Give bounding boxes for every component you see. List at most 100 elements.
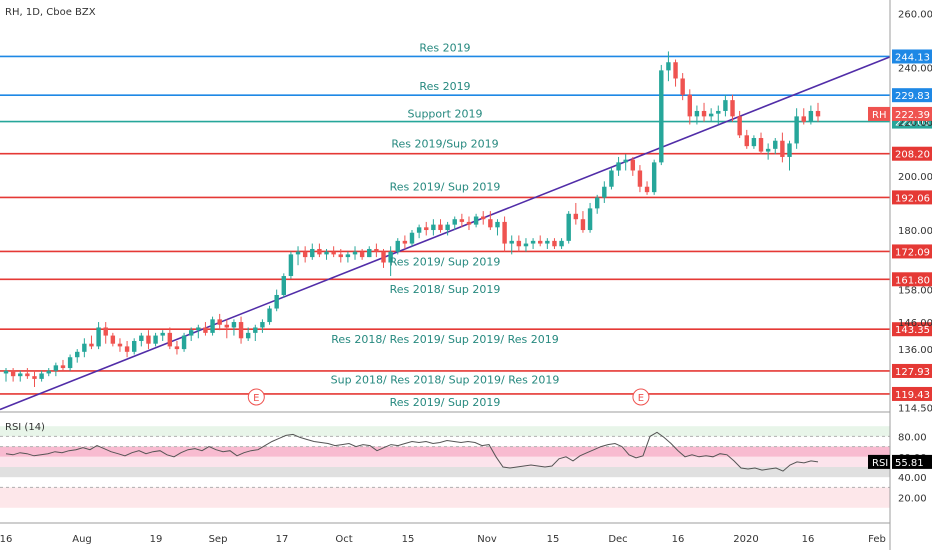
candle-body: [566, 213, 571, 241]
candle-body: [416, 227, 422, 233]
trendline[interactable]: [0, 56, 891, 411]
level-price-badge: [892, 386, 932, 401]
rsi-indicator-label: RSI (14): [5, 422, 45, 433]
candle-body: [124, 346, 130, 352]
candle-body: [594, 197, 600, 209]
candle-body: [694, 110, 700, 117]
candle-body: [160, 332, 165, 336]
rsi-mid-band: [0, 456, 890, 467]
level-price-label: 172.09: [895, 247, 930, 258]
time-tick-label: 15: [402, 534, 415, 545]
candle-body: [295, 251, 301, 255]
time-tick-label: Nov: [477, 534, 497, 545]
candle-body: [210, 319, 215, 333]
time-tick-label: Oct: [335, 534, 352, 545]
candle-body: [701, 110, 707, 117]
candle-body: [25, 373, 30, 377]
candle-body: [267, 308, 272, 323]
candle-body: [481, 216, 486, 220]
candle-body: [659, 70, 664, 163]
candle-body: [687, 94, 692, 117]
candle-body: [530, 240, 536, 244]
candle-body: [96, 327, 101, 347]
price-tick-label: 136.00: [898, 345, 932, 356]
time-tick-label: 19: [150, 534, 163, 545]
rsi-tag-badge: [868, 454, 890, 469]
candle-body: [39, 373, 44, 379]
price-tick-label: 220.00: [898, 118, 932, 129]
candle-body: [673, 62, 678, 79]
candle-body: [644, 186, 650, 193]
candle-body: [338, 254, 343, 258]
candle-body: [167, 332, 173, 347]
price-tick-label: 146.00: [898, 318, 932, 329]
rsi-tick-label: 20.00: [898, 494, 927, 505]
level-price-badge: [892, 322, 932, 337]
candle-body: [132, 340, 137, 352]
candle-body: [89, 343, 94, 347]
candle-body: [666, 62, 671, 71]
ticker-label: RH: [872, 110, 886, 121]
candle-body: [139, 335, 144, 341]
price-tick-label: 200.00: [898, 172, 932, 183]
rsi-overbought-band: [0, 426, 890, 437]
chart-header: RH, 1D, Cboe BZX: [5, 7, 96, 18]
candle-body: [381, 251, 386, 263]
time-tick-label: 2020: [733, 534, 758, 545]
candle-body: [801, 116, 806, 122]
candle-body: [402, 240, 408, 244]
rsi-tick-label: 80.00: [898, 432, 927, 443]
candle-body: [559, 240, 564, 247]
candle-body: [680, 78, 685, 95]
candle-body: [260, 322, 265, 328]
candle-body: [488, 219, 493, 228]
candle-body: [18, 373, 23, 377]
candle-body: [580, 219, 586, 231]
ticker-badge: [868, 106, 890, 121]
time-tick-label: 15: [547, 534, 560, 545]
candle-body: [545, 240, 550, 244]
earnings-marker[interactable]: [632, 388, 650, 406]
time-tick-label: Feb: [868, 534, 886, 545]
candle-body: [53, 365, 59, 371]
candle-body: [815, 110, 821, 117]
candle-body: [103, 327, 108, 336]
candle-body: [274, 294, 279, 309]
candle-body: [46, 370, 51, 374]
candle-body: [794, 116, 799, 144]
candle-body: [217, 319, 222, 325]
candle-body: [623, 159, 628, 163]
time-tick-label: Sep: [209, 534, 228, 545]
candle-body: [452, 219, 457, 225]
earnings-marker[interactable]: [247, 388, 265, 406]
candle-body: [466, 221, 472, 225]
candle-body: [367, 248, 372, 258]
candle-body: [224, 324, 230, 328]
candle-body: [808, 110, 814, 122]
candle-body: [359, 251, 365, 258]
earnings-marker-label: E: [253, 393, 259, 404]
candle-body: [317, 248, 322, 255]
candle-body: [431, 224, 436, 231]
level-price-badge: [892, 244, 932, 259]
candle-body: [32, 376, 37, 379]
rsi-value-label: 55.81: [895, 458, 924, 469]
candle-body: [188, 330, 194, 336]
last-price-badge: [892, 106, 932, 121]
zone-label: Res 2019/ Sup 2019: [390, 256, 501, 269]
price-tick-label: 158.00: [898, 286, 932, 297]
candle-body: [587, 208, 593, 231]
candle-body: [773, 140, 778, 149]
level-price-badge: [892, 272, 932, 287]
candle-body: [708, 113, 714, 117]
candle-body: [523, 243, 529, 247]
candle-body: [445, 224, 450, 231]
zone-label: Res 2018/ Sup 2019: [390, 283, 501, 296]
candle-body: [67, 357, 73, 369]
zone-label: Res 2019/ Sup 2019: [390, 396, 501, 409]
candle-body: [473, 216, 479, 225]
candle-body: [630, 159, 636, 171]
level-price-label: 119.43: [895, 390, 930, 401]
candle-body: [238, 322, 244, 339]
time-tick-label: Aug: [72, 534, 92, 545]
